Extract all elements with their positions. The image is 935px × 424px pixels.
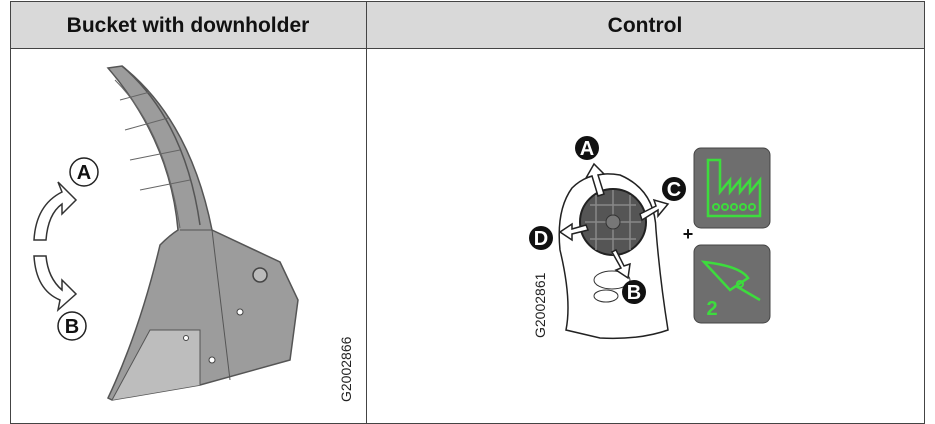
direction-label: A <box>77 162 91 184</box>
factory-icon <box>693 147 771 229</box>
label-circle <box>662 177 686 201</box>
label-circle <box>575 136 599 160</box>
label-circle <box>69 157 99 187</box>
figure-code: G2002861 <box>532 272 548 338</box>
bucket-illustration <box>106 65 299 401</box>
label-circle <box>622 280 646 304</box>
function-number: 2 <box>706 298 717 320</box>
header-cell: Bucket with downholder <box>67 14 310 37</box>
header-row <box>11 2 924 48</box>
rotation-arrows <box>33 181 78 313</box>
figure-code: G2002866 <box>338 336 354 402</box>
bucket-icon <box>693 244 771 324</box>
header-cell: Control <box>608 14 683 37</box>
joystick-arrows <box>558 162 670 280</box>
label-circle <box>529 226 553 250</box>
direction-label: B <box>627 282 641 304</box>
direction-label: A <box>580 138 594 160</box>
direction-label: B <box>65 316 79 338</box>
plus-sign: + <box>683 224 694 244</box>
direction-label: D <box>534 228 548 250</box>
label-circle <box>57 311 87 341</box>
direction-label: C <box>667 179 681 201</box>
